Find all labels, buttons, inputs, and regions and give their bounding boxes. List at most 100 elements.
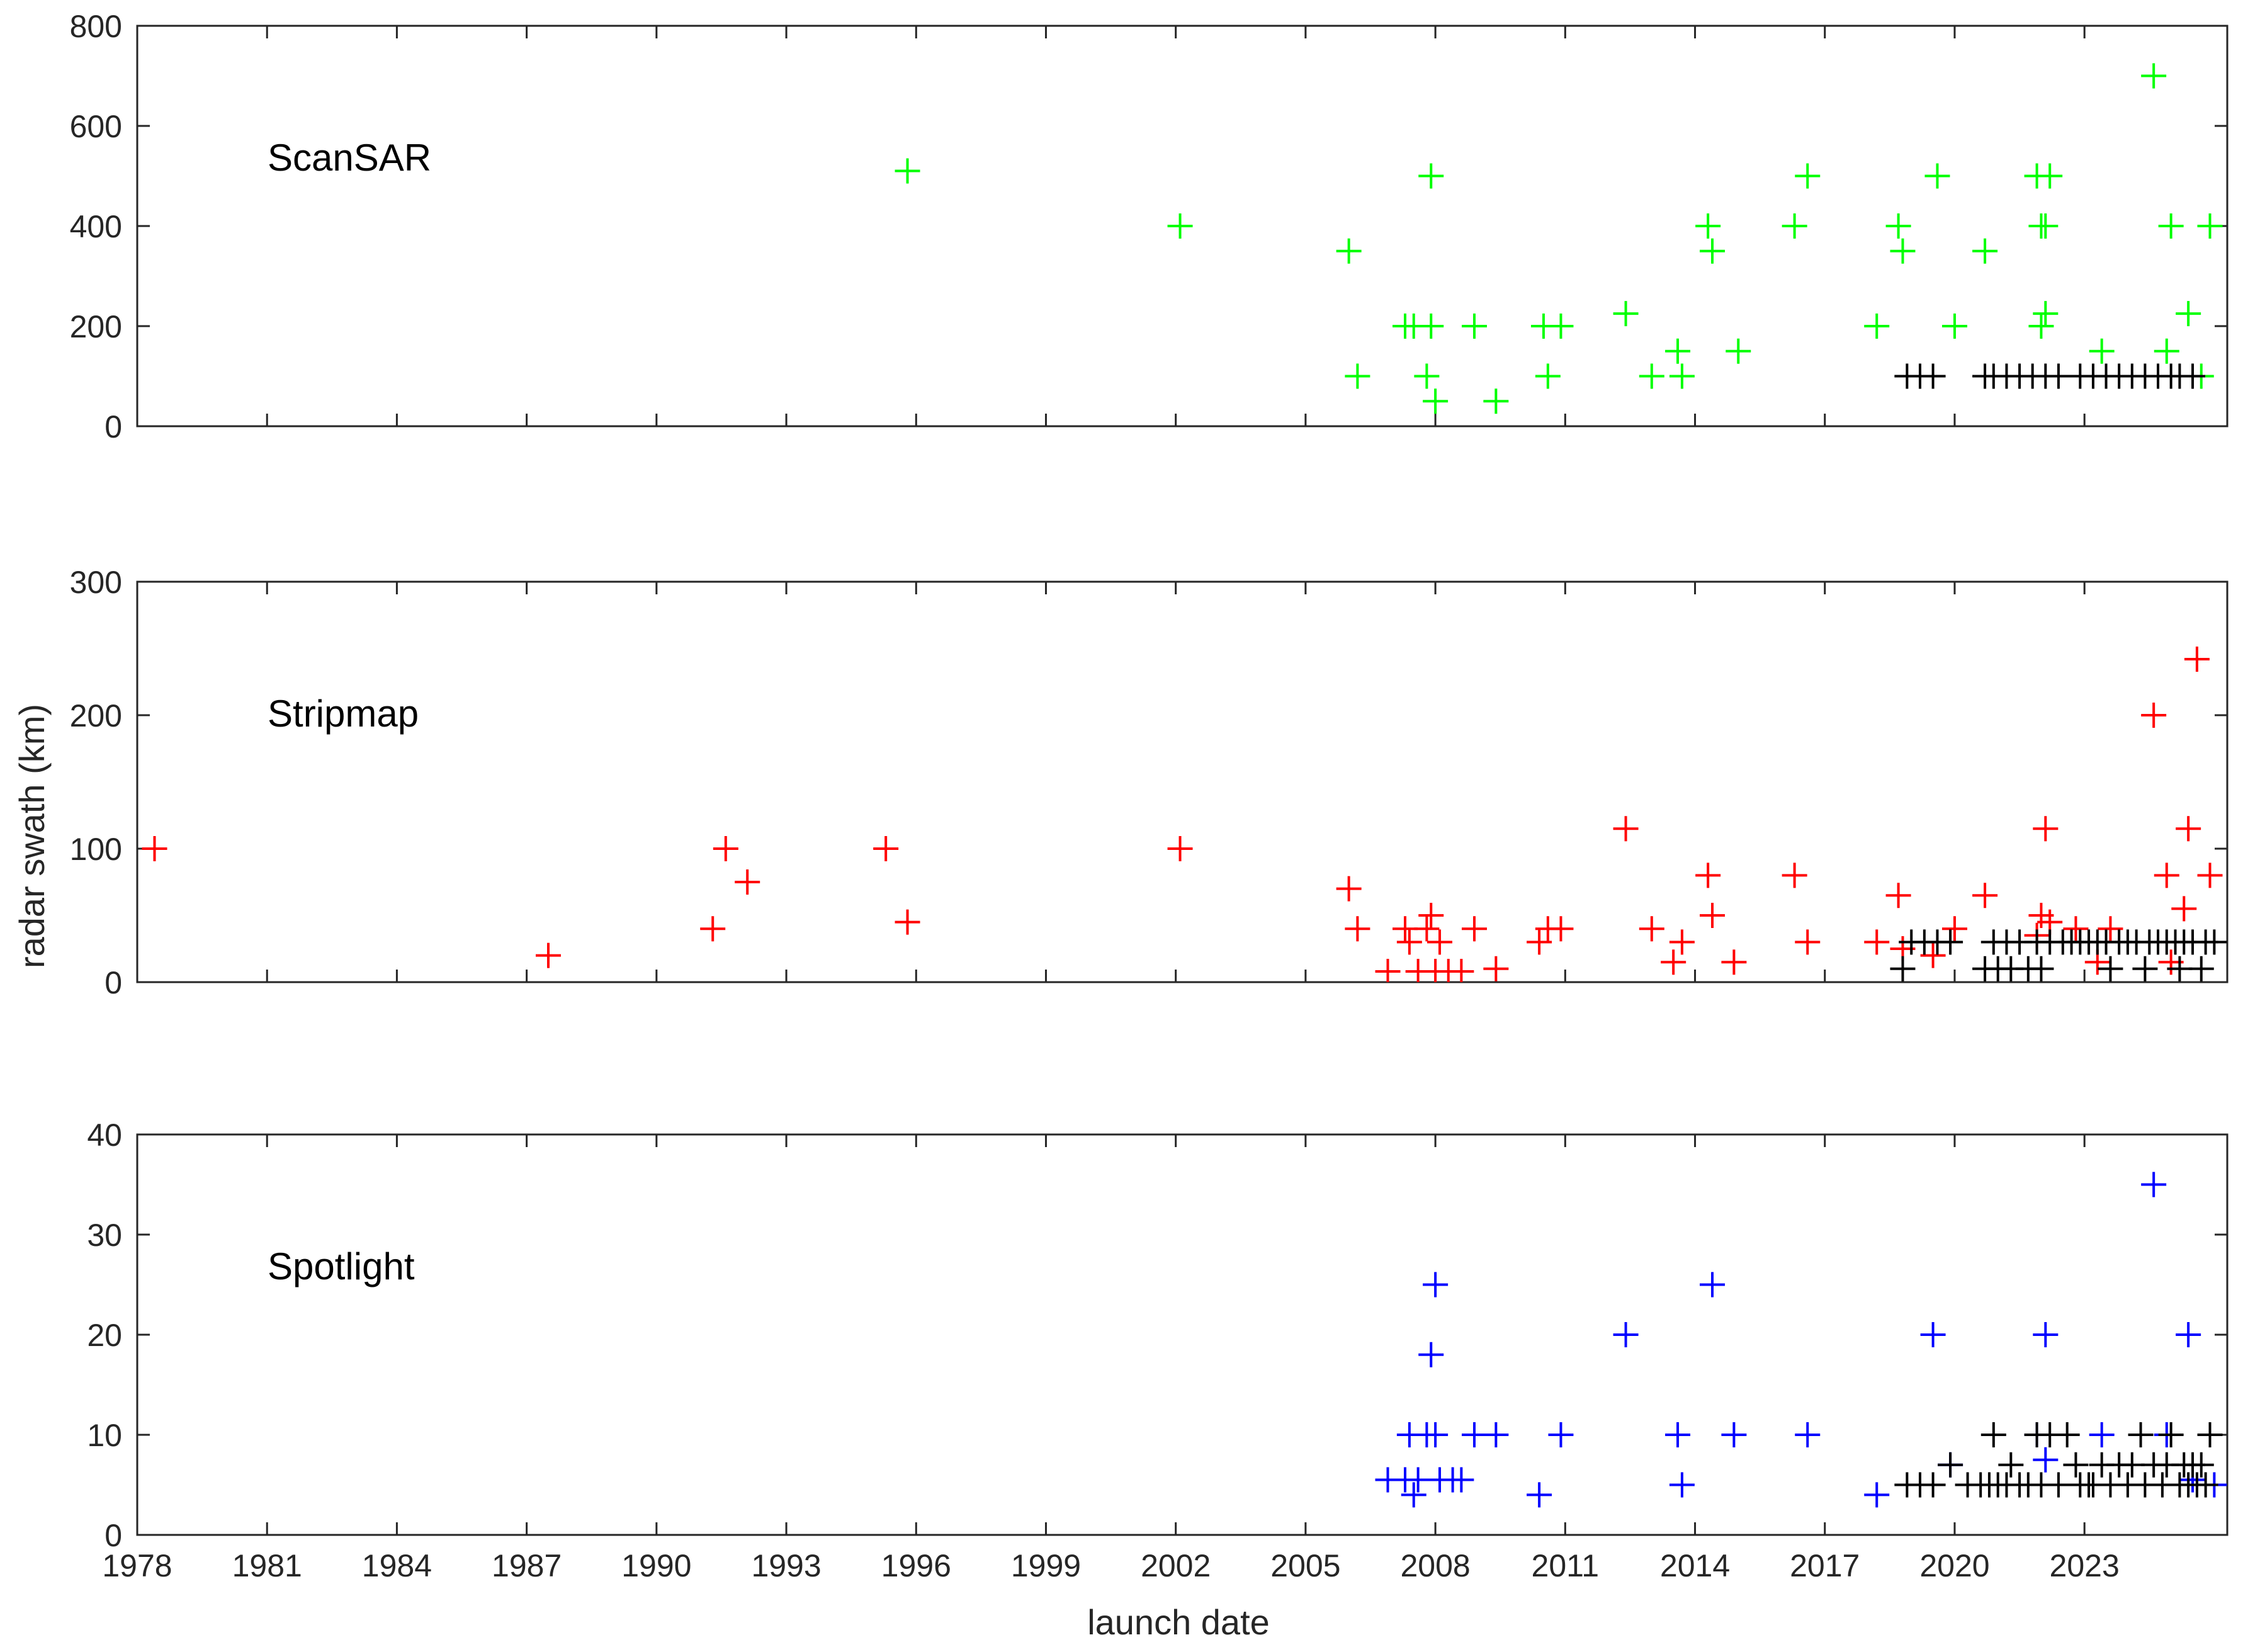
plot-box-spotlight: [136, 1133, 2229, 1536]
panel-spotlight: 1978 1981 1984 1987 1990 1993 1996 1999 2002 2005…: [87, 1117, 2229, 1583]
data-point: [2154, 338, 2179, 364]
x-tick-label: 1978: [102, 1548, 172, 1583]
data-point: [1405, 1467, 1431, 1493]
panels: 0200400600800ScanSAR0100200300Stripmap19…: [70, 9, 2229, 1583]
data-point: [713, 836, 738, 861]
panel-label-scansar: ScanSAR: [268, 137, 431, 179]
data-point: [2201, 929, 2227, 955]
y-tick-label: 300: [70, 565, 122, 600]
data-point: [1423, 1422, 1449, 1447]
x-tick-label: 1996: [881, 1548, 951, 1583]
data-point: [1721, 1422, 1747, 1447]
y-tick-label: 200: [70, 309, 122, 344]
data-point: [1726, 338, 1751, 364]
series-stripmap-stripmap: [142, 646, 2223, 982]
data-point: [1795, 163, 1821, 189]
panel-stripmap: 0 100 200 300 Stripmap: [70, 565, 2229, 1000]
data-point: [1864, 929, 1890, 955]
data-point: [1418, 903, 1444, 928]
data-point: [1418, 163, 1444, 189]
data-point: [1639, 916, 1664, 942]
data-point: [2054, 1422, 2080, 1447]
data-point: [1548, 314, 1574, 339]
data-point: [1661, 949, 1686, 975]
y-tick-label: 400: [70, 209, 122, 244]
data-point: [2128, 1422, 2154, 1447]
data-point: [2098, 956, 2123, 982]
data-point: [1920, 1472, 1946, 1498]
data-point: [1393, 916, 1418, 942]
plot-box-stripmap: [136, 580, 2229, 983]
y-tick-label: 200: [70, 698, 122, 733]
series-spotlight-commercial: [1894, 1422, 2223, 1498]
data-point: [2033, 816, 2059, 842]
y-axis-label: radar swath (km): [12, 704, 52, 968]
data-point: [2154, 863, 2179, 888]
data-point: [1427, 929, 1452, 955]
data-point: [735, 869, 760, 895]
data-point: [1423, 1272, 1449, 1298]
data-point: [2033, 1322, 2059, 1347]
data-point: [2063, 1452, 2089, 1478]
x-tick-label: 1987: [492, 1548, 562, 1583]
data-point: [2180, 363, 2206, 389]
data-point: [1527, 1482, 1552, 1508]
data-point: [2089, 338, 2115, 364]
data-point: [1885, 213, 1911, 239]
series-stripmap-commercial: [1890, 929, 2227, 982]
x-tick-label: 2002: [1141, 1548, 1211, 1583]
data-point: [1795, 1422, 1821, 1447]
x-tick-label: 2023: [2050, 1548, 2120, 1583]
x-tick-label: 2008: [1400, 1548, 1470, 1583]
data-point: [1700, 903, 1726, 928]
panel-scansar: 0 200 400 600 800 ScanSAR: [70, 9, 2229, 444]
data-point: [1418, 314, 1444, 339]
x-tick-label: 2005: [1270, 1548, 1340, 1583]
y-tick-label: 100: [70, 832, 122, 867]
x-tick-label: 2020: [1919, 1548, 1989, 1583]
data-point: [1864, 1482, 1890, 1508]
data-point: [1721, 949, 1747, 975]
x-tick-label: 1999: [1011, 1548, 1081, 1583]
data-point: [1527, 929, 1552, 955]
data-point: [1864, 314, 1890, 339]
data-point: [895, 158, 920, 184]
data-point: [2028, 314, 2054, 339]
data-point: [1639, 363, 1664, 389]
data-point: [1920, 363, 1946, 389]
data-point: [2132, 956, 2158, 982]
data-point: [1423, 388, 1449, 414]
data-point: [1700, 1272, 1726, 1298]
panel-label-spotlight: Spotlight: [268, 1245, 415, 1287]
x-tick-label: 1984: [362, 1548, 432, 1583]
data-point: [2045, 363, 2071, 389]
series-spotlight-spotlight: [1375, 1172, 2227, 1508]
data-point: [2033, 213, 2059, 239]
y-tick-label: 20: [87, 1318, 122, 1353]
data-point: [1414, 916, 1440, 942]
y-tick-label: 30: [87, 1218, 122, 1253]
data-point: [1418, 1342, 1444, 1367]
data-point: [1167, 836, 1193, 861]
data-point: [1345, 916, 1370, 942]
data-point: [1782, 213, 1807, 239]
data-point: [1890, 956, 1916, 982]
data-point: [2176, 816, 2201, 842]
data-point: [1449, 1467, 1474, 1493]
data-point: [2045, 1472, 2071, 1498]
data-point: [1613, 301, 1639, 327]
data-point: [1695, 863, 1721, 888]
data-point: [2197, 1422, 2223, 1447]
x-tick-label: 1993: [751, 1548, 821, 1583]
data-point: [2188, 956, 2214, 982]
data-point: [1483, 956, 1509, 982]
x-tick-label: 1990: [621, 1548, 691, 1583]
y-tick-label: 0: [105, 1518, 122, 1553]
data-point: [1461, 916, 1487, 942]
data-point: [895, 909, 920, 935]
data-point: [1535, 363, 1561, 389]
x-axis-label: launch date: [1087, 1602, 1270, 1642]
data-point: [1669, 363, 1695, 389]
x-tick-label: 2017: [1790, 1548, 1860, 1583]
